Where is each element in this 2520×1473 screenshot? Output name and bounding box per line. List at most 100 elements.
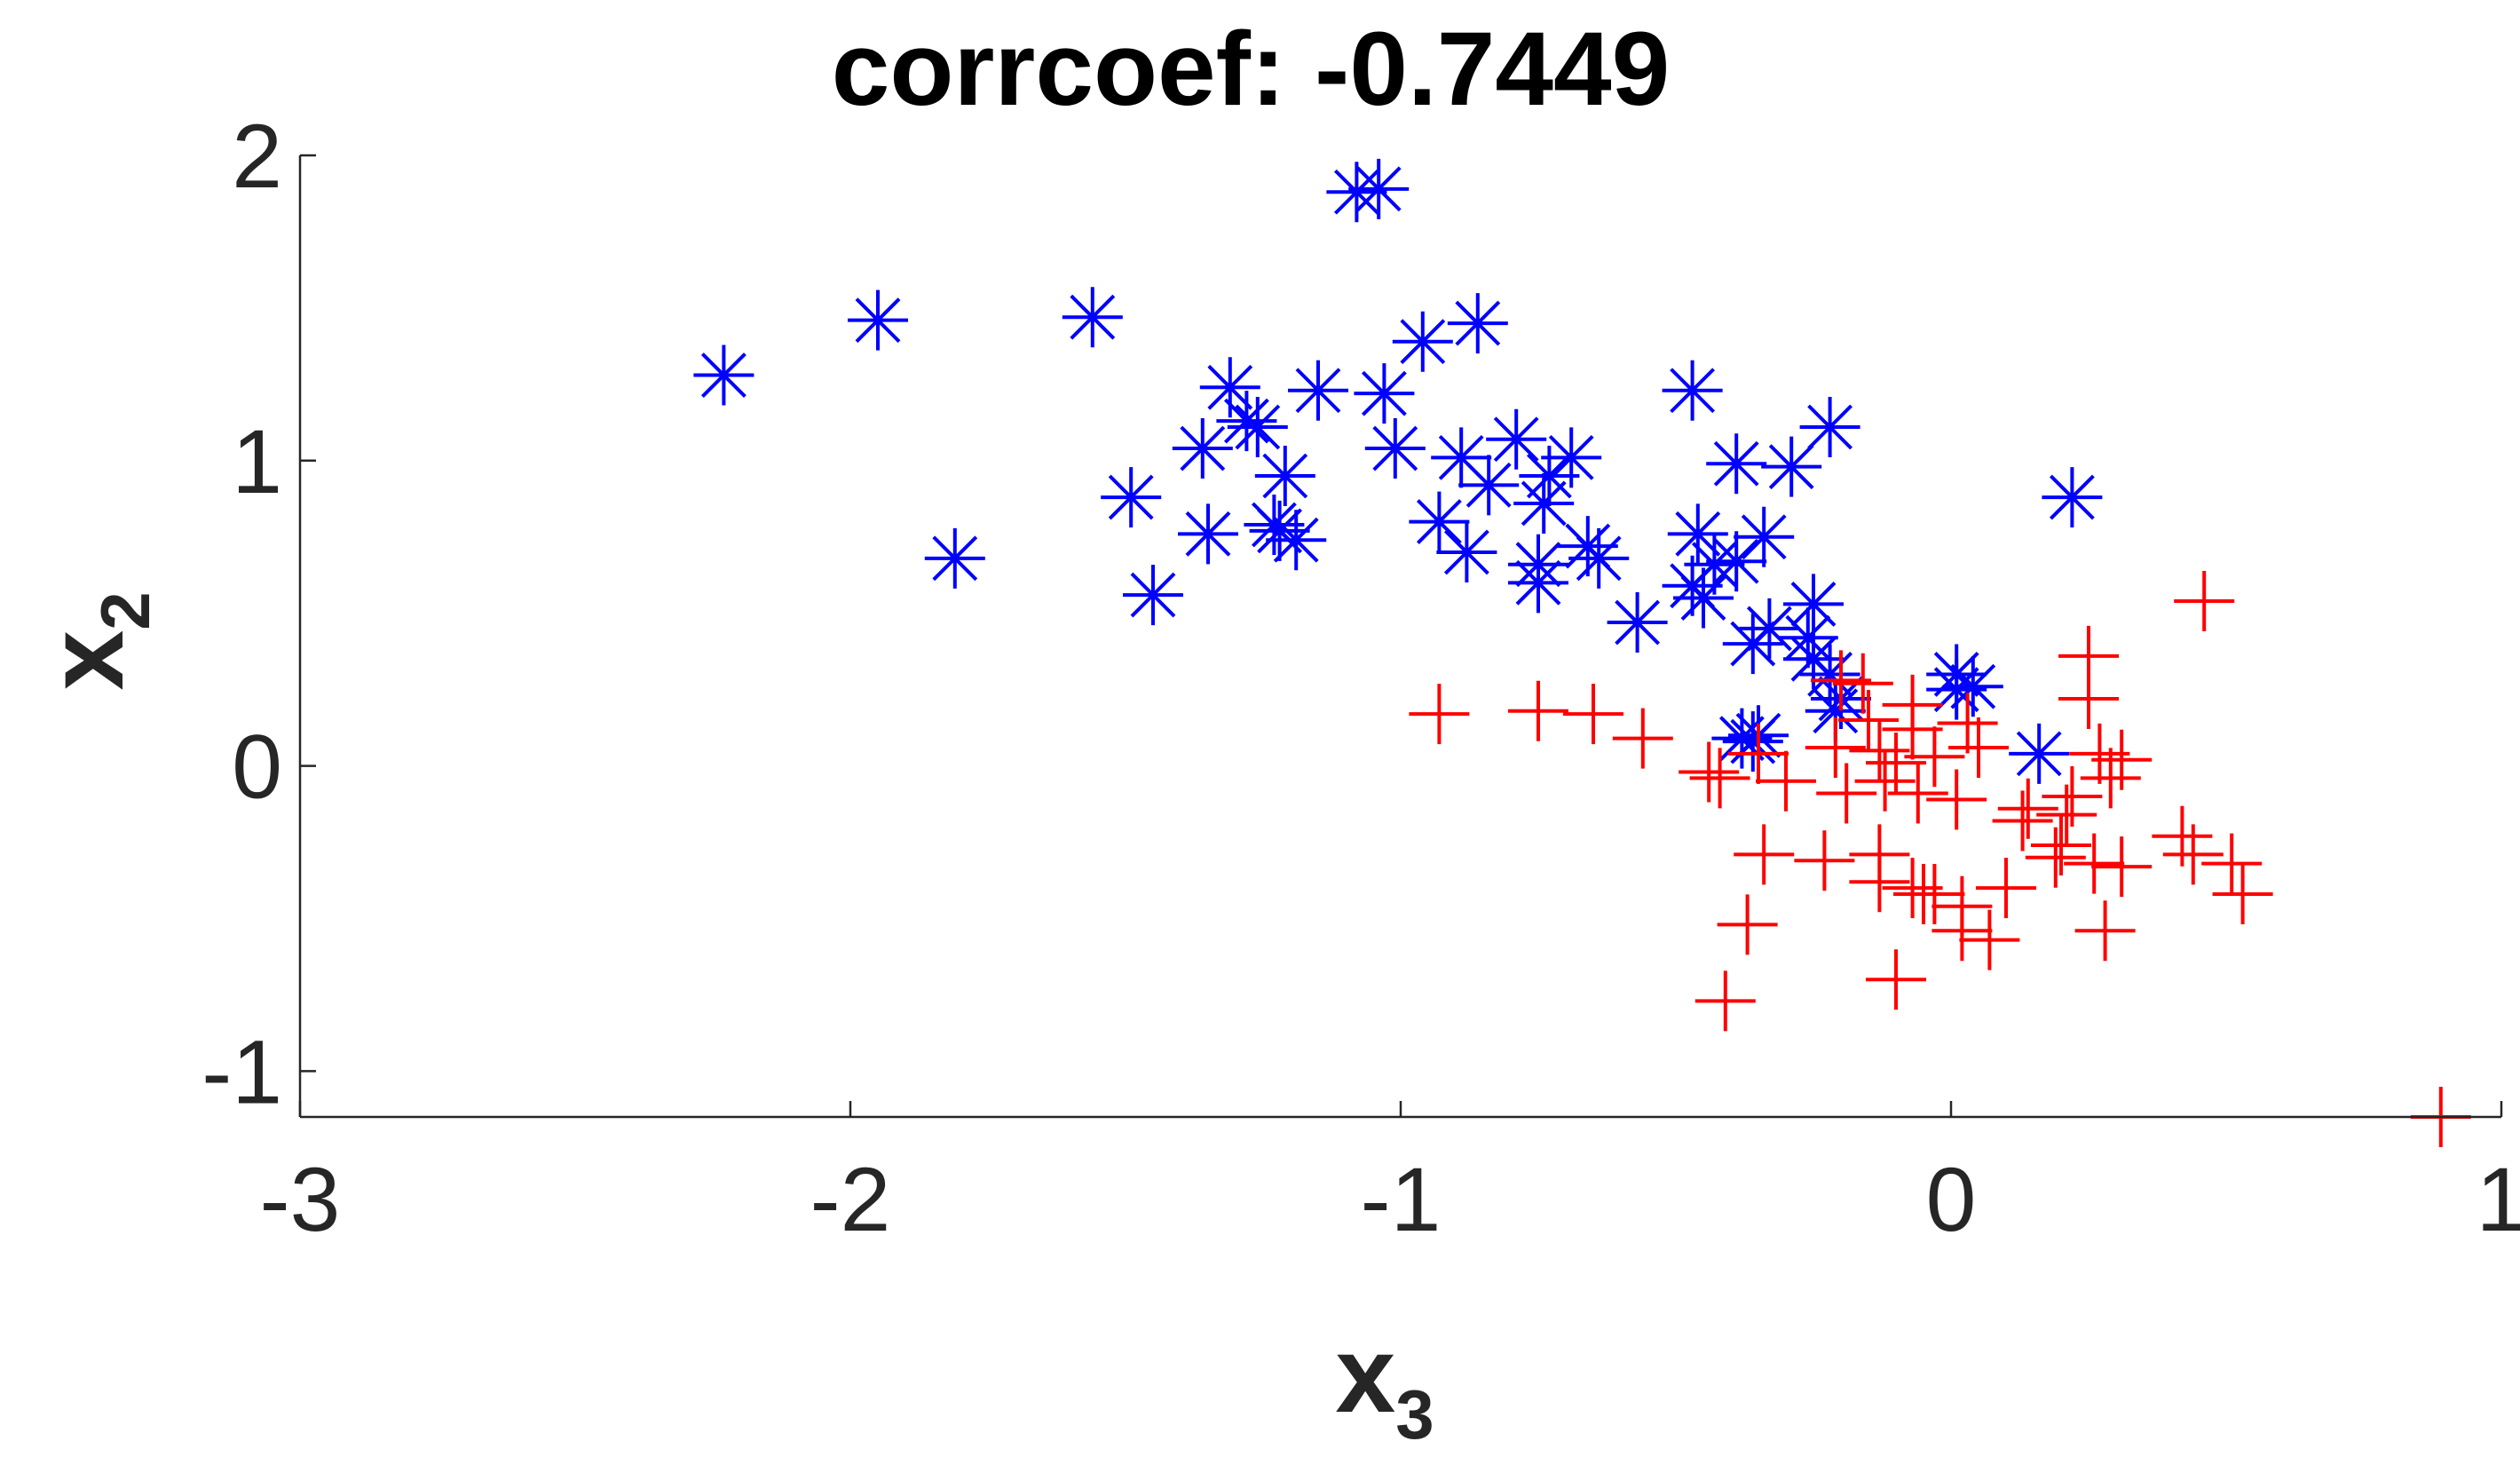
asterisk-point bbox=[1062, 287, 1123, 348]
asterisk-point bbox=[1684, 534, 1745, 595]
plus-point bbox=[1948, 717, 2009, 778]
series-1 bbox=[1409, 570, 2471, 1147]
plus-point bbox=[2091, 729, 2153, 790]
asterisk-point bbox=[1761, 436, 1822, 497]
plus-point bbox=[1756, 750, 1816, 812]
plus-point bbox=[1508, 680, 1568, 741]
asterisk-point bbox=[1354, 363, 1415, 424]
plus-point bbox=[1976, 858, 2036, 919]
plus-point bbox=[2031, 815, 2091, 876]
x-tick-label: 0 bbox=[1926, 1149, 1977, 1250]
asterisk-point bbox=[1607, 592, 1668, 653]
asterisk-point bbox=[1673, 567, 1734, 629]
plus-point bbox=[1959, 909, 2020, 970]
y-tick-label: 1 bbox=[232, 411, 282, 512]
asterisk-point bbox=[1486, 408, 1547, 470]
plus-point bbox=[1931, 900, 1993, 962]
asterisk-point bbox=[1734, 506, 1795, 567]
plus-point bbox=[2069, 723, 2130, 784]
asterisk-point bbox=[1392, 311, 1453, 372]
plus-point bbox=[2042, 766, 2103, 827]
plus-point bbox=[1926, 769, 1987, 830]
asterisk-point bbox=[1199, 357, 1260, 418]
plus-point bbox=[1612, 708, 1673, 769]
plus-point bbox=[1805, 717, 1866, 778]
asterisk-point bbox=[1541, 427, 1602, 488]
asterisk-point bbox=[1711, 708, 1773, 769]
asterisk-point bbox=[1266, 510, 1327, 571]
asterisk-point bbox=[1706, 433, 1767, 495]
x-tick-label: -1 bbox=[1361, 1149, 1442, 1250]
asterisk-point bbox=[848, 289, 908, 351]
plus-point bbox=[1563, 684, 1623, 745]
y-axis-label-subscript: 2 bbox=[86, 591, 164, 630]
plus-point bbox=[1854, 750, 1916, 812]
asterisk-point bbox=[1123, 565, 1183, 626]
plus-point bbox=[1849, 720, 1910, 781]
x-axis-label-main: x bbox=[1335, 1314, 1395, 1435]
asterisk-point bbox=[2009, 723, 2070, 784]
plus-point bbox=[1992, 790, 2053, 851]
x-tick-label: 1 bbox=[2477, 1149, 2520, 1250]
asterisk-point bbox=[1447, 293, 1508, 354]
asterisk-point bbox=[2042, 467, 2103, 528]
plus-point bbox=[1689, 748, 1750, 809]
asterisk-point bbox=[1926, 659, 1987, 720]
asterisk-point bbox=[1254, 446, 1315, 506]
plus-point bbox=[2074, 900, 2136, 962]
plus-point bbox=[1694, 970, 1756, 1032]
asterisk-point bbox=[1458, 455, 1520, 516]
asterisk-point bbox=[1508, 552, 1568, 614]
marks-layer bbox=[693, 158, 2471, 1147]
plus-point bbox=[1887, 763, 1948, 824]
asterisk-point bbox=[1722, 614, 1783, 675]
asterisk-point bbox=[1178, 503, 1238, 565]
x-tick-label: -2 bbox=[810, 1149, 891, 1250]
asterisk-point bbox=[1288, 360, 1348, 421]
plus-point bbox=[1409, 684, 1470, 745]
plus-point bbox=[1866, 733, 1926, 794]
y-axis-label: x2 bbox=[25, 591, 164, 690]
asterisk-point bbox=[924, 527, 985, 589]
plus-point bbox=[1794, 830, 1855, 891]
y-tick-label: -1 bbox=[201, 1021, 282, 1122]
asterisk-point bbox=[1722, 711, 1783, 772]
y-axis-label-main: x bbox=[25, 630, 146, 691]
plus-point bbox=[2201, 833, 2263, 894]
chart-title: corrcoef: -0.7449 bbox=[832, 11, 1670, 128]
asterisk-point bbox=[1706, 531, 1767, 592]
plus-point bbox=[1882, 858, 1943, 919]
asterisk-point bbox=[1662, 360, 1723, 421]
asterisk-point bbox=[1513, 472, 1575, 534]
plus-point bbox=[2174, 570, 2235, 631]
plus-point bbox=[1679, 741, 1740, 803]
plus-point bbox=[1882, 699, 1943, 760]
plus-point bbox=[1849, 851, 1910, 913]
plus-point bbox=[2162, 824, 2224, 885]
plus-point bbox=[1816, 763, 1877, 824]
asterisk-point bbox=[1942, 656, 2003, 717]
plus-point bbox=[1832, 653, 1893, 714]
plus-point bbox=[1997, 778, 2058, 839]
axes bbox=[298, 155, 2501, 1119]
plus-point bbox=[1811, 650, 1871, 711]
plus-point bbox=[2064, 833, 2125, 894]
plus-point bbox=[2036, 784, 2097, 845]
series-0 bbox=[693, 158, 2103, 784]
asterisk-point bbox=[1568, 527, 1630, 589]
plus-point bbox=[1728, 723, 1789, 784]
y-tick-label: 2 bbox=[232, 106, 282, 207]
plus-point bbox=[2080, 748, 2141, 809]
x-axis-label-subscript: 3 bbox=[1395, 1375, 1434, 1453]
asterisk-point bbox=[1249, 500, 1310, 561]
x-tick-label: -3 bbox=[260, 1149, 341, 1250]
asterisk-point bbox=[1783, 574, 1844, 635]
x-ticks: -3 -2 -1 0 1 bbox=[260, 1101, 2520, 1250]
asterisk-point bbox=[1799, 644, 1860, 705]
asterisk-point bbox=[1101, 467, 1162, 528]
asterisk-point bbox=[1436, 521, 1497, 582]
asterisk-point bbox=[1364, 418, 1426, 479]
plus-point bbox=[1838, 690, 1899, 751]
asterisk-point bbox=[1409, 491, 1470, 552]
